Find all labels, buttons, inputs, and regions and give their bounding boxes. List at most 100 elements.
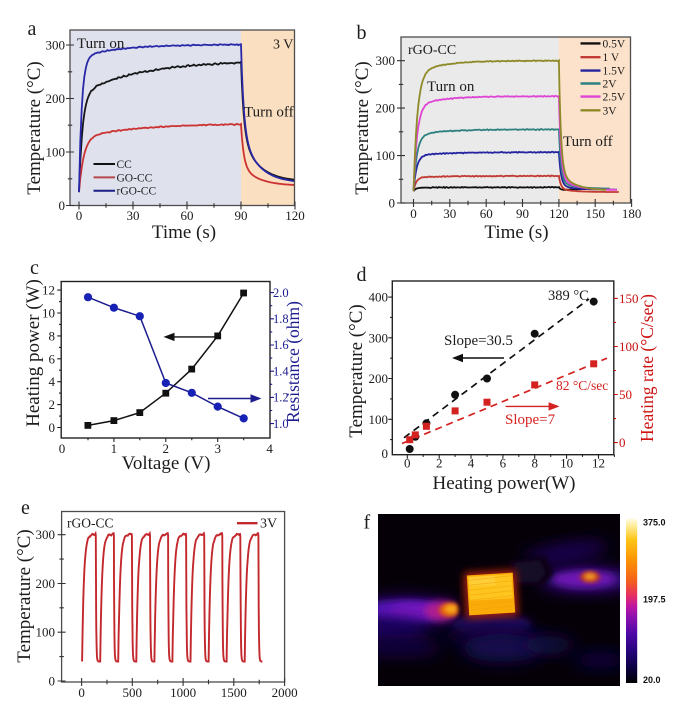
svg-text:1.4: 1.4 <box>273 364 289 378</box>
svg-text:12: 12 <box>592 456 605 471</box>
svg-text:b: b <box>357 22 367 44</box>
svg-text:90: 90 <box>516 206 529 221</box>
svg-text:3 V: 3 V <box>273 38 293 53</box>
svg-text:Voltage (V): Voltage (V) <box>122 453 211 474</box>
svg-text:389 °C: 389 °C <box>548 288 589 304</box>
svg-text:30: 30 <box>127 208 140 223</box>
svg-text:120: 120 <box>285 208 305 223</box>
svg-text:0: 0 <box>404 456 411 471</box>
svg-text:120: 120 <box>549 206 569 221</box>
svg-text:e: e <box>21 497 30 519</box>
svg-text:Time (s): Time (s) <box>484 222 548 243</box>
svg-text:1000: 1000 <box>170 685 196 699</box>
svg-text:Slope=7: Slope=7 <box>505 412 556 428</box>
svg-text:a: a <box>28 18 37 40</box>
svg-text:2V: 2V <box>603 79 618 91</box>
svg-text:0: 0 <box>59 198 66 213</box>
svg-text:300: 300 <box>369 330 389 345</box>
svg-text:2: 2 <box>436 456 443 471</box>
svg-text:rGO-CC: rGO-CC <box>67 516 114 531</box>
svg-text:1.0: 1.0 <box>273 417 289 431</box>
svg-text:400: 400 <box>369 290 389 305</box>
svg-text:200: 200 <box>369 371 389 386</box>
svg-text:150: 150 <box>585 206 605 221</box>
svg-text:0: 0 <box>382 446 389 461</box>
svg-text:1: 1 <box>111 441 118 456</box>
svg-text:3: 3 <box>214 441 221 456</box>
svg-text:c: c <box>30 257 39 279</box>
svg-text:0: 0 <box>49 420 56 435</box>
svg-text:1.5V: 1.5V <box>603 66 626 78</box>
svg-text:0: 0 <box>389 196 396 211</box>
svg-text:10: 10 <box>42 306 55 321</box>
svg-text:2: 2 <box>49 397 56 412</box>
svg-text:100: 100 <box>369 412 389 427</box>
svg-text:50: 50 <box>619 387 632 402</box>
svg-text:30: 30 <box>443 206 456 221</box>
svg-text:300: 300 <box>46 38 66 53</box>
svg-text:8: 8 <box>531 456 538 471</box>
svg-text:1.2: 1.2 <box>273 391 289 405</box>
svg-text:200: 200 <box>376 101 396 116</box>
svg-text:375.0: 375.0 <box>643 518 666 528</box>
svg-text:2000: 2000 <box>272 685 298 699</box>
svg-text:Temperature (°C): Temperature (°C) <box>14 529 35 662</box>
svg-text:12: 12 <box>42 283 55 298</box>
svg-text:8: 8 <box>49 328 56 343</box>
svg-text:1 V: 1 V <box>603 52 620 64</box>
svg-text:0: 0 <box>78 685 85 699</box>
svg-text:200: 200 <box>46 91 66 106</box>
svg-text:0.5V: 0.5V <box>603 38 626 50</box>
svg-text:300: 300 <box>36 527 56 542</box>
svg-text:2.0: 2.0 <box>273 286 289 300</box>
svg-text:200: 200 <box>36 576 56 591</box>
svg-text:Heating power (W): Heating power (W) <box>23 279 44 427</box>
svg-text:180: 180 <box>622 206 642 221</box>
svg-text:1500: 1500 <box>221 685 247 699</box>
svg-text:Heating power(W): Heating power(W) <box>433 473 576 494</box>
svg-text:Temperature (°C): Temperature (°C) <box>24 61 45 194</box>
svg-text:Heating rate (°C/sec): Heating rate (°C/sec) <box>637 294 657 442</box>
svg-text:Turn on: Turn on <box>77 36 125 52</box>
svg-text:20.0: 20.0 <box>643 675 661 685</box>
svg-text:60: 60 <box>181 208 194 223</box>
svg-text:Temperature (°C): Temperature (°C) <box>352 61 373 194</box>
svg-text:1.8: 1.8 <box>273 312 289 326</box>
svg-text:100: 100 <box>36 625 56 640</box>
svg-text:300: 300 <box>376 53 396 68</box>
svg-text:Turn on: Turn on <box>427 79 475 95</box>
svg-text:82 °C/sec: 82 °C/sec <box>556 378 608 393</box>
svg-text:2.5V: 2.5V <box>603 92 626 104</box>
svg-text:Resistance (ohm): Resistance (ohm) <box>283 301 303 423</box>
svg-text:3V: 3V <box>260 517 277 532</box>
svg-text:CC: CC <box>117 159 133 171</box>
svg-text:100: 100 <box>376 148 396 163</box>
svg-text:100: 100 <box>46 145 66 160</box>
svg-text:4: 4 <box>49 374 56 389</box>
svg-text:197.5: 197.5 <box>643 595 666 605</box>
svg-text:6: 6 <box>500 456 507 471</box>
svg-text:10: 10 <box>560 456 573 471</box>
svg-text:0: 0 <box>59 441 66 456</box>
svg-text:0: 0 <box>76 208 83 223</box>
svg-text:100: 100 <box>619 339 639 354</box>
svg-text:60: 60 <box>480 206 493 221</box>
svg-text:f: f <box>364 512 371 534</box>
svg-text:6: 6 <box>49 351 56 366</box>
svg-text:4: 4 <box>266 441 273 456</box>
svg-text:1.6: 1.6 <box>273 338 289 352</box>
svg-text:2: 2 <box>163 441 170 456</box>
svg-text:Time (s): Time (s) <box>152 222 216 243</box>
svg-text:rGO-CC: rGO-CC <box>117 186 157 198</box>
svg-text:500: 500 <box>123 685 143 699</box>
svg-text:rGO-CC: rGO-CC <box>408 43 456 58</box>
svg-text:4: 4 <box>468 456 475 471</box>
svg-text:d: d <box>357 264 367 286</box>
svg-text:90: 90 <box>235 208 248 223</box>
svg-text:0: 0 <box>49 674 56 689</box>
svg-text:GO-CC: GO-CC <box>117 172 153 184</box>
svg-text:Turn off: Turn off <box>244 105 294 121</box>
svg-text:Turn off: Turn off <box>563 134 613 150</box>
svg-text:Slope=30.5: Slope=30.5 <box>444 333 513 349</box>
svg-text:0: 0 <box>410 206 417 221</box>
